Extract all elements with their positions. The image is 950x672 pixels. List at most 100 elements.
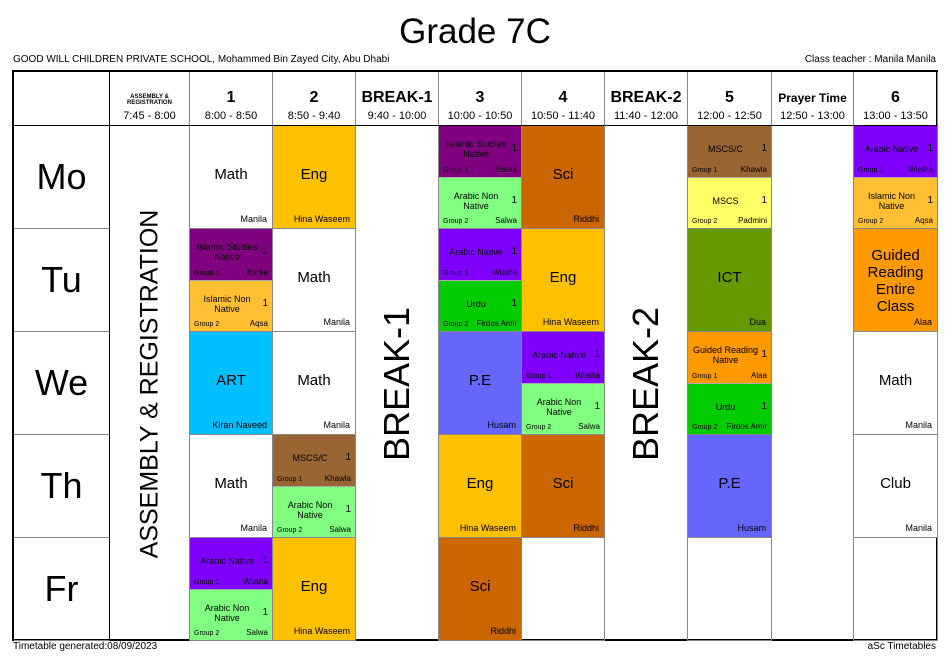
lesson-cell[interactable]: Guided Reading Entire Class Alaa	[854, 229, 938, 332]
lesson[interactable]: Sci Riddhi	[522, 435, 604, 537]
lesson-group[interactable]: Arabic Native 1 Group 1 Wusha	[522, 332, 604, 384]
lesson[interactable]: Sci Riddhi	[522, 126, 604, 228]
lesson-count: 1	[761, 194, 767, 206]
lesson[interactable]: P.E Husam	[439, 332, 521, 434]
lesson-count: 1	[761, 400, 767, 412]
column-header: 3 10:00 - 10:50	[439, 72, 522, 126]
lesson[interactable]: Eng Hina Waseem	[273, 126, 355, 228]
lesson-count: 1	[345, 452, 351, 463]
lesson[interactable]: Sci Riddhi	[439, 538, 521, 640]
lesson-teacher: Firdos Amir	[476, 319, 517, 328]
lesson-group[interactable]: MSCS 1 Group 2 Padmini	[688, 177, 771, 228]
lesson-subject: Guided Reading Entire Class	[867, 247, 924, 315]
lesson-cell[interactable]: MSCS/C 1 Group 1 Khawla MSCS 1 Group 2 Padmini	[688, 126, 772, 229]
lesson-cell[interactable]: Sci Riddhi	[522, 126, 605, 229]
lesson[interactable]: Math Manila	[190, 126, 272, 228]
lesson-group[interactable]: Arabic Non Native 1 Group 2 Salwa	[522, 383, 604, 434]
lesson-subject: Eng	[300, 166, 328, 183]
lesson-group[interactable]: MSCS/C 1 Group 1 Khawla	[688, 126, 771, 178]
lesson-count: 1	[761, 143, 767, 154]
lesson-group-label: Group 1	[194, 578, 220, 586]
lesson-cell[interactable]: Math Manila	[273, 229, 356, 332]
lesson[interactable]: Eng Hina Waseem	[522, 229, 604, 331]
lesson[interactable]: ICT Dua	[688, 229, 771, 331]
lesson-teacher: Manila	[323, 317, 350, 327]
lesson[interactable]: P.E Husam	[688, 435, 771, 537]
column-header: BREAK-1 9:40 - 10:00	[356, 72, 439, 126]
lesson-group[interactable]: Guided Reading Native 1 Group 1 Alaa	[688, 332, 771, 384]
lesson-cell[interactable]: Sci Riddhi	[439, 538, 522, 641]
lesson-cell[interactable]: Eng Hina Waseem	[273, 126, 356, 229]
lesson-subject: Arabic Non Native	[453, 190, 499, 211]
lesson[interactable]: Eng Hina Waseem	[273, 538, 355, 640]
lesson-group[interactable]: Islamic Studies Native 1 Group 1 Esraa	[190, 229, 272, 281]
lesson-group[interactable]: Arabic Non Native 1 Group 2 Salwa	[273, 486, 355, 537]
lesson-cell[interactable]: Club Manila	[854, 435, 938, 538]
lesson-group-label: Group 2	[692, 424, 718, 431]
column-label: 1	[226, 89, 236, 106]
lesson-group-label: Group 2	[526, 424, 552, 431]
lesson-cell[interactable]: Islamic Studies Native 1 Group 1 Esraa Islam…	[190, 229, 273, 332]
lesson[interactable]: Math Manila	[190, 435, 272, 537]
lesson-subject: ICT	[717, 269, 742, 286]
lesson-group[interactable]: MSCS/C 1 Group 1 Khawla	[273, 435, 355, 487]
lesson-cell[interactable]: MSCS/C 1 Group 1 Khawla Arabic Non Native 1 Gr…	[273, 435, 356, 538]
lesson-cell[interactable]: ICT Dua	[688, 229, 772, 332]
lesson-teacher: Alaa	[750, 370, 767, 380]
lesson-cell[interactable]: P.E Husam	[439, 332, 522, 435]
lesson-group[interactable]: Urdu 1 Group 2 Firdos Amir	[688, 383, 771, 434]
lesson-group[interactable]: Arabic Native 1 Group 1 Wusha	[439, 229, 521, 281]
lesson-teacher: Aqsa	[249, 319, 268, 328]
lesson[interactable]: Eng Hina Waseem	[439, 435, 521, 537]
lesson-teacher: Hina Waseem	[293, 214, 350, 224]
lesson-count: 1	[511, 194, 517, 206]
column-header: 6 13:00 - 13:50	[854, 72, 938, 126]
lesson-cell[interactable]: P.E Husam	[688, 435, 772, 538]
lesson-teacher: Manila	[323, 420, 350, 430]
lesson-cell[interactable]: Math Manila	[190, 435, 273, 538]
lesson[interactable]: Guided Reading Entire Class Alaa	[854, 229, 937, 331]
lesson[interactable]: ART Kiran Naveed	[190, 332, 272, 434]
lesson-cell[interactable]: Math Manila	[273, 332, 356, 435]
lesson-cell[interactable]: Eng Hina Waseem	[439, 435, 522, 538]
lesson-subject: Arabic Non Native	[287, 499, 333, 520]
lesson-group[interactable]: Arabic Native 1 Group 1 Wusha	[854, 126, 937, 178]
lesson-cell[interactable]: Arabic Native 1 Group 1 Wusha Urdu 1 Group 2 Fi…	[439, 229, 522, 332]
lesson-cell[interactable]	[688, 538, 772, 641]
lesson-cell[interactable]	[854, 538, 938, 641]
lesson-cell[interactable]: Islamic Studies Native 1 Group 1 Esraa Arabi…	[439, 126, 522, 229]
lesson[interactable]: Club Manila	[854, 435, 937, 537]
lesson[interactable]: Math Manila	[273, 229, 355, 331]
lesson-cell[interactable]: Arabic Native 1 Group 1 Wusha Arabic Non Nat…	[190, 538, 273, 641]
lesson-group[interactable]: Islamic Non Native 1 Group 2 Aqsa	[854, 177, 937, 228]
lesson-teacher: Hina Waseem	[542, 317, 599, 327]
lesson-cell[interactable]: Arabic Native 1 Group 1 Wusha Islamic Non Na…	[854, 126, 938, 229]
lesson-cell[interactable]: Guided Reading Native 1 Group 1 Alaa Urdu 1 Gr…	[688, 332, 772, 435]
lesson-count: 1	[262, 297, 268, 309]
lesson-subject: Islamic Studies Native	[445, 139, 507, 159]
lesson[interactable]: Math Manila	[854, 332, 937, 434]
lesson-subject: Math	[214, 475, 248, 492]
lesson-teacher: Khawla	[324, 473, 351, 483]
timetable-grid: ASSEMBLY & REGISTRATION 7:45 - 8:00 ASSEMB…	[12, 70, 938, 641]
lesson-group[interactable]: Arabic Non Native 1 Group 2 Salwa	[439, 177, 521, 228]
lesson-group[interactable]: Arabic Non Native 1 Group 2 Salwa	[190, 589, 272, 640]
lesson[interactable]: Math Manila	[273, 332, 355, 434]
lesson-cell[interactable]: Math Manila	[190, 126, 273, 229]
lesson-cell[interactable]: Eng Hina Waseem	[273, 538, 356, 641]
lesson-cell[interactable]: Eng Hina Waseem	[522, 229, 605, 332]
lesson-count: 1	[345, 503, 351, 515]
class-teacher: Class teacher : Manila Manila	[804, 54, 936, 65]
lesson-group[interactable]: Arabic Native 1 Group 1 Wusha	[190, 538, 272, 590]
lesson-group[interactable]: Islamic Studies Native 1 Group 1 Esraa	[439, 126, 521, 178]
lesson-cell[interactable]: ART Kiran Naveed	[190, 332, 273, 435]
vertical-label: BREAK-2	[625, 306, 666, 461]
column-label: Prayer Time	[778, 91, 847, 105]
lesson-cell[interactable]	[522, 538, 605, 641]
lesson-group[interactable]: Islamic Non Native 1 Group 2 Aqsa	[190, 280, 272, 331]
lesson-cell[interactable]: Sci Riddhi	[522, 435, 605, 538]
lesson-cell[interactable]: Arabic Native 1 Group 1 Wusha Arabic Non Nat…	[522, 332, 605, 435]
lesson-group[interactable]: Urdu 1 Group 2 Firdos Amir	[439, 280, 521, 331]
lesson-cell[interactable]: Math Manila	[854, 332, 938, 435]
column-label: 6	[891, 89, 900, 106]
